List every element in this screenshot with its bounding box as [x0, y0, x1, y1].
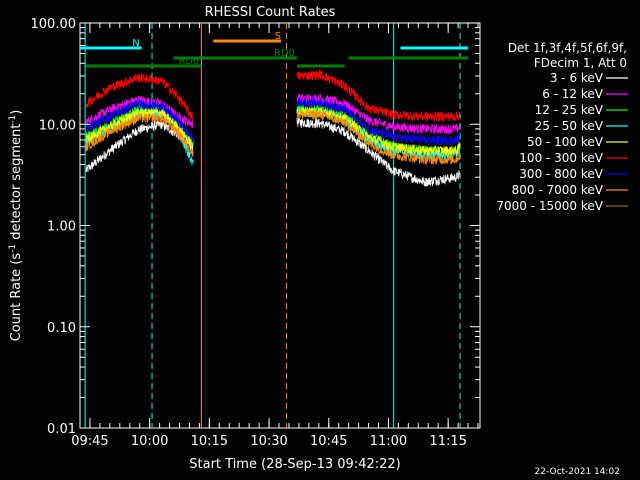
annotations: N S RD0 RD6	[80, 23, 469, 428]
footer-date: 22-Oct-2021 14:02	[535, 467, 620, 477]
state-bar-label: S	[275, 31, 281, 42]
legend-entry-label: 12 - 25 keV	[535, 103, 604, 117]
legend-entry-label: 6 - 12 keV	[542, 87, 604, 101]
legend-entry-label: 50 - 100 keV	[527, 135, 604, 149]
legend-entry-label: 3 - 6 keV	[550, 71, 604, 85]
series-line	[85, 113, 194, 157]
series-line	[85, 73, 194, 123]
x-axis-label: Start Time (28-Sep-13 09:42:22)	[189, 457, 400, 472]
x-tick-label: 10:45	[310, 434, 347, 449]
state-bar-label: RD6	[178, 56, 199, 67]
legend-entry-label: 800 - 7000 keV	[512, 183, 604, 197]
legend-entry-label: 100 - 300 keV	[519, 151, 603, 165]
series-line	[85, 106, 194, 150]
legend: Det 1f,3f,4f,5f,6f,9f,FDecim 1, Att 03 -…	[496, 41, 628, 213]
legend-entry-label: 300 - 800 keV	[519, 167, 603, 181]
legend-entry-label: 25 - 50 keV	[535, 119, 604, 133]
chart-title: RHESSI Count Rates	[205, 5, 336, 20]
state-bar-label: RD0	[274, 48, 295, 59]
plot-frame	[79, 22, 481, 429]
x-tick-label: 11:00	[370, 434, 407, 449]
y-axis-label-text: Count Rate (s-1 detector segment-1)	[8, 110, 24, 342]
series-line	[296, 68, 461, 122]
axes: 0.01 0.10 1.00 10.00 100.00 09:45 10:00 10:15 10…	[31, 17, 480, 449]
series-line	[85, 120, 194, 173]
legend-header: Det 1f,3f,4f,5f,6f,9f,	[508, 41, 627, 55]
x-tick-label: 11:15	[429, 434, 466, 449]
series-line	[85, 98, 194, 143]
series-lines	[85, 68, 461, 187]
series-line	[296, 97, 461, 147]
y-tick-label: 100.00	[31, 17, 77, 32]
y-tick-label: 0.01	[47, 422, 76, 437]
y-axis-label: Count Rate (s-1 detector segment-1)	[8, 110, 24, 342]
y-tick-label: 10.00	[39, 118, 76, 133]
legend-entry-label: 7000 - 15000 keV	[496, 199, 603, 213]
series-line	[296, 117, 461, 187]
series-line	[296, 108, 461, 165]
y-tick-label: 0.10	[47, 321, 76, 336]
legend-header: FDecim 1, Att 0	[534, 56, 627, 70]
x-tick-label: 10:30	[250, 434, 287, 449]
y-tick-label: 1.00	[47, 220, 76, 235]
state-bar-label: N	[132, 38, 139, 49]
x-tick-label: 09:45	[71, 434, 108, 449]
plot-border	[79, 22, 481, 429]
x-tick-label: 10:00	[131, 434, 168, 449]
x-tick-label: 10:15	[191, 434, 228, 449]
